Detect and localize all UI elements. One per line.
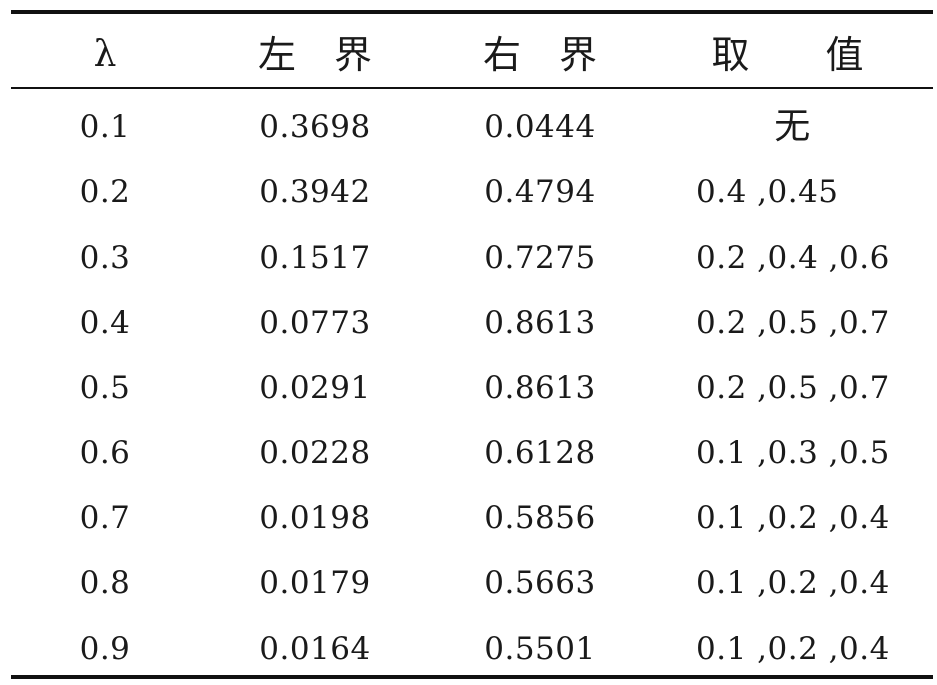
right-bound-cell: 0.8613 (484, 370, 596, 406)
right-bound-cell: 0.5663 (484, 565, 596, 601)
left-bound-cell: 0.1517 (259, 240, 371, 276)
left-bound-cell: 0.3942 (259, 174, 371, 210)
right-bound-cell: 0.0444 (484, 109, 596, 145)
right-bound-cell: 0.5501 (484, 631, 596, 667)
left-bound-cell: 0.0228 (259, 435, 371, 471)
lambda-cell: 0.8 (79, 565, 131, 601)
left-bound-cell: 0.3698 (259, 109, 371, 145)
right-bound-cell: 0.6128 (484, 435, 596, 471)
value-cell: 0.1 ,0.2 ,0.4 (696, 565, 890, 601)
right-bound-cell: 0.4794 (484, 174, 596, 210)
lambda-cell: 0.9 (79, 631, 131, 667)
right-bound-cell: 0.5856 (484, 500, 596, 536)
lambda-cell: 0.6 (79, 435, 131, 471)
header-left-bound: 左 界 (257, 33, 372, 77)
lambda-cell: 0.7 (79, 500, 131, 536)
lambda-cell: 0.5 (79, 370, 131, 406)
value-cell: 0.1 ,0.2 ,0.4 (696, 500, 890, 536)
lambda-cell: 0.1 (79, 109, 131, 145)
header-value: 取 值 (711, 33, 864, 77)
lambda-cell: 0.4 (79, 305, 131, 341)
table-bottom-rule (11, 675, 933, 679)
left-bound-cell: 0.0773 (259, 305, 371, 341)
value-cell: 0.1 ,0.3 ,0.5 (696, 435, 890, 471)
value-cell: 0.2 ,0.5 ,0.7 (696, 305, 890, 341)
table-top-rule (11, 10, 933, 14)
left-bound-cell: 0.0198 (259, 500, 371, 536)
lambda-cell: 0.3 (79, 240, 131, 276)
value-cell: 0.4 ,0.45 (696, 174, 839, 210)
header-divider-rule (11, 87, 933, 89)
value-cell: 0.1 ,0.2 ,0.4 (696, 631, 890, 667)
left-bound-cell: 0.0164 (259, 631, 371, 667)
header-lambda: λ (93, 34, 117, 75)
left-bound-cell: 0.0291 (259, 370, 371, 406)
right-bound-cell: 0.7275 (484, 240, 596, 276)
left-bound-cell: 0.0179 (259, 565, 371, 601)
value-cell: 无 (774, 106, 811, 147)
lambda-cell: 0.2 (79, 174, 131, 210)
right-bound-cell: 0.8613 (484, 305, 596, 341)
value-cell: 0.2 ,0.5 ,0.7 (696, 370, 890, 406)
header-right-bound: 右 界 (482, 33, 597, 77)
value-cell: 0.2 ,0.4 ,0.6 (696, 240, 890, 276)
